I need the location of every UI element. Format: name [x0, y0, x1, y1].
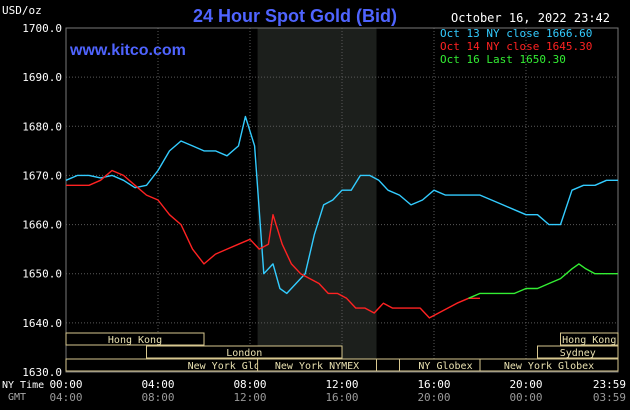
x-tick-ny: 23:59: [593, 378, 626, 391]
x-tick-gmt: 00:00: [509, 391, 542, 404]
x-tick-gmt: 08:00: [141, 391, 174, 404]
series-line-1: [66, 169, 480, 319]
x-tick-ny: 12:00: [325, 378, 358, 391]
y-tick-label: 1640.0: [22, 317, 62, 330]
x-tick-ny: 04:00: [141, 378, 174, 391]
chart-title: 24 Hour Spot Gold (Bid): [193, 6, 397, 26]
y-tick-label: 1670.0: [22, 169, 62, 182]
x-tick-gmt: 03:59: [593, 391, 626, 404]
legend-entry-oct16: Oct 16 Last 1650.30: [440, 53, 566, 66]
nymex-session-shade: [257, 28, 377, 372]
x-tick-gmt: 12:00: [233, 391, 266, 404]
session-bar: [65, 332, 205, 346]
x-tick-gmt: 04:00: [49, 391, 82, 404]
y-tick-label: 1680.0: [22, 120, 62, 133]
y-unit-label: USD/oz: [2, 4, 42, 17]
session-label: Sydney: [560, 348, 596, 359]
series-line-0: [65, 115, 618, 295]
plot-frame: [65, 27, 619, 373]
session-bar: [257, 358, 377, 372]
session-label: New York NYMEX: [275, 361, 359, 372]
ny-time-label: NY Time: [2, 380, 44, 391]
series-line-2: [468, 263, 618, 299]
session-bar: [146, 345, 343, 359]
session-label: Hong Kong: [108, 335, 162, 346]
x-tick-gmt: 16:00: [325, 391, 358, 404]
legend-entry-oct13: Oct 13 NY close 1666.60: [440, 27, 592, 40]
session-label: New York Globex: [504, 361, 594, 372]
y-tick-label: 1650.0: [22, 268, 62, 281]
timestamp: October 16, 2022 23:42: [451, 11, 610, 25]
gmt-label: GMT: [8, 392, 26, 403]
y-tick-label: 1660.0: [22, 219, 62, 232]
session-label: New York Globex: [188, 361, 278, 372]
y-tick-label: 1630.0: [22, 366, 62, 379]
session-bar: [479, 358, 619, 372]
site-watermark: www.kitco.com: [69, 42, 186, 59]
x-tick-ny: 16:00: [417, 378, 450, 391]
session-bar: [560, 332, 619, 346]
x-tick-ny: 20:00: [509, 378, 542, 391]
x-tick-gmt: 20:00: [417, 391, 450, 404]
session-label: NY Globex: [418, 361, 472, 372]
y-tick-label: 1690.0: [22, 71, 62, 84]
y-tick-label: 1700.0: [22, 22, 62, 35]
legend-entry-oct14: Oct 14 NY close 1645.30: [440, 40, 592, 53]
session-bar: [537, 345, 619, 359]
session-label: London: [226, 348, 262, 359]
x-tick-ny: 08:00: [233, 378, 266, 391]
x-tick-ny: 00:00: [49, 378, 82, 391]
session-label: Hong Kong: [562, 335, 616, 346]
